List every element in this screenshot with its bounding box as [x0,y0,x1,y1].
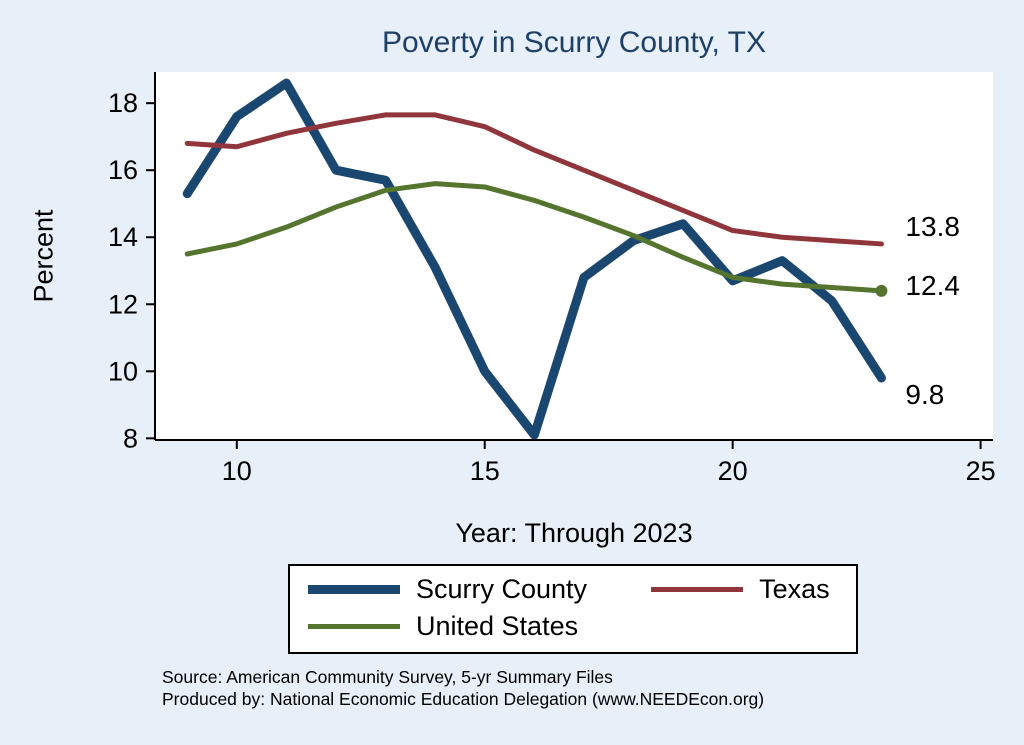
series-end-marker-united-states [875,284,888,297]
end-value-label-united-states: 12.4 [905,270,960,301]
legend-swatch-scurry-county [308,585,400,594]
end-value-label-scurry-county: 9.8 [905,379,944,410]
x-tick-label: 20 [718,456,748,486]
chart-title: Poverty in Scurry County, TX [381,26,767,59]
x-tick-label: 10 [222,456,252,486]
y-tick-label: 12 [108,289,138,319]
end-value-label-texas: 13.8 [905,211,960,242]
series-line-texas [184,112,884,247]
legend-item-texas: Texas [651,574,830,605]
y-tick-label: 8 [123,423,138,453]
x-tick-label: 15 [470,456,500,486]
y-tick-label: 10 [108,356,138,386]
series-line-united-states [184,181,884,294]
legend-swatch-texas [651,587,744,592]
legend-label-united-states: United States [416,611,579,641]
legend-swatch-united-states [308,624,400,629]
legend-item-united-states: United States [308,611,587,642]
legend-label-texas: Texas [759,574,830,604]
y-tick-label: 18 [108,88,138,118]
legend: Scurry County Texas United States [288,564,858,654]
x-tick-label: 25 [966,456,996,486]
legend-label-scurry-county: Scurry County [416,574,588,604]
source-note: Source: American Community Survey, 5-yr … [162,666,764,711]
legend-item-scurry-county: Scurry County [308,574,587,605]
source-line-1: Source: American Community Survey, 5-yr … [162,667,613,687]
x-axis-label: Year: Through 2023 [455,518,693,548]
y-tick-label: 14 [108,222,138,252]
series-line-scurry-county [182,78,886,440]
plot-area [155,72,993,440]
y-tick-label: 16 [108,155,138,185]
source-line-2: Produced by: National Economic Education… [162,689,765,710]
